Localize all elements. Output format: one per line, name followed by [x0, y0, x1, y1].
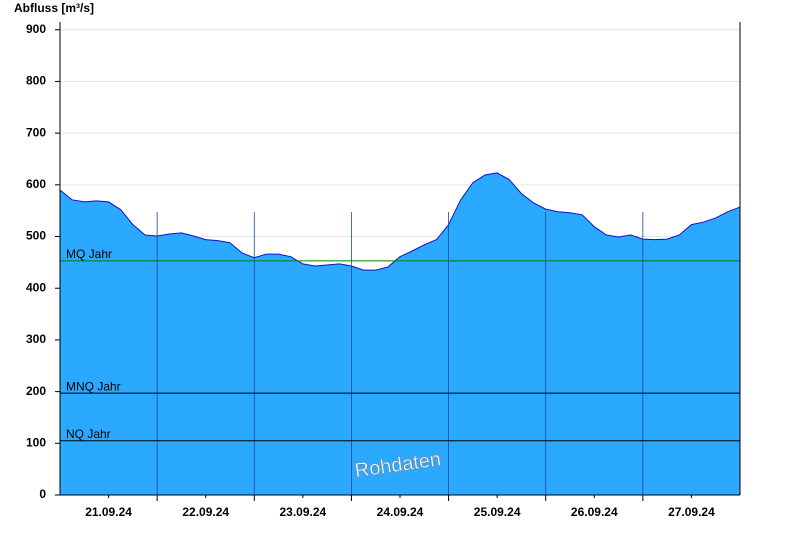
y-tick-label: 600 — [26, 177, 46, 191]
y-tick-label: 0 — [39, 487, 46, 501]
x-tick-label: 26.09.24 — [571, 505, 618, 519]
y-tick-label: 300 — [26, 332, 46, 346]
x-tick-label: 27.09.24 — [668, 505, 715, 519]
x-tick-label: 25.09.24 — [474, 505, 521, 519]
line — [59, 172, 741, 271]
y-tick-label: 400 — [26, 280, 46, 294]
reference-label: MNQ Jahr — [66, 379, 121, 393]
y-tick-label: 700 — [26, 125, 46, 139]
area — [60, 172, 740, 495]
y-tick-label: 800 — [26, 74, 46, 88]
y-tick-label: 200 — [26, 384, 46, 398]
y-tick-label: 100 — [26, 435, 46, 449]
reference-label: MQ Jahr — [66, 247, 112, 261]
y-tick-label: 500 — [26, 229, 46, 243]
x-tick-label: 24.09.24 — [377, 505, 424, 519]
y-axis-title: Abfluss [m³/s] — [14, 1, 94, 15]
x-tick-label: 22.09.24 — [182, 505, 229, 519]
y-tick-label: 900 — [26, 22, 46, 36]
reference-label: NQ Jahr — [66, 427, 111, 441]
x-tick-label: 23.09.24 — [279, 505, 326, 519]
x-tick-label: 21.09.24 — [85, 505, 132, 519]
